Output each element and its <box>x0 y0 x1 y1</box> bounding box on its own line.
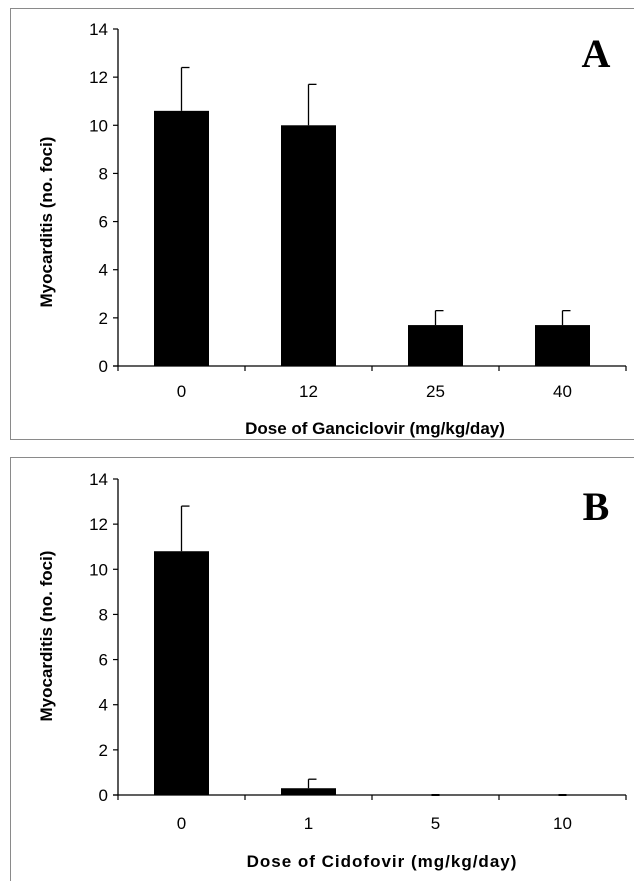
y-tick-label: 14 <box>89 20 108 39</box>
x-tick-label: 0 <box>177 382 186 401</box>
x-tick-label: 10 <box>553 814 572 833</box>
y-tick-label: 4 <box>99 696 108 715</box>
chart-panel-a: A Myocarditis (no. foci) Dose of Gancicl… <box>0 0 634 440</box>
panel-border-left <box>10 457 11 881</box>
bar <box>281 788 336 795</box>
y-tick-label: 2 <box>99 309 108 328</box>
x-axis-title: Dose of Cidofovir (mg/kg/day) <box>247 852 518 871</box>
error-bar <box>180 505 190 552</box>
y-tick-label: 10 <box>89 560 108 579</box>
y-tick-label: 14 <box>89 470 108 489</box>
y-tick-label: 0 <box>99 786 108 805</box>
y-tick-label: 10 <box>89 116 108 135</box>
y-axis-title: Myocarditis (no. foci) <box>37 551 56 722</box>
plot-area: 0 2 4 6 8 10 12 14 0 12 25 40 <box>89 20 627 401</box>
y-tick-label: 6 <box>99 213 108 232</box>
bar-chart-a: A Myocarditis (no. foci) Dose of Gancicl… <box>37 20 627 438</box>
x-tick-label: 12 <box>299 382 318 401</box>
panel-label-a: A <box>582 31 611 76</box>
y-tick-label: 0 <box>99 357 108 376</box>
bar <box>535 325 590 366</box>
chart-panel-b: B Myocarditis (no. foci) Dose of Cidofov… <box>0 450 634 881</box>
plot-area: 0 2 4 6 8 10 12 14 0 1 5 10 <box>89 470 627 833</box>
y-tick-label: 8 <box>99 164 108 183</box>
y-tick-label: 12 <box>89 515 108 534</box>
y-tick-label: 12 <box>89 68 108 87</box>
error-bar <box>561 309 571 326</box>
error-bar <box>307 83 317 126</box>
panel-border-left <box>10 8 11 440</box>
x-tick-label: 5 <box>431 814 440 833</box>
y-tick-label: 4 <box>99 261 108 280</box>
error-bar <box>434 309 444 326</box>
error-bar <box>180 66 190 111</box>
y-axis-title: Myocarditis (no. foci) <box>37 137 56 308</box>
bar <box>154 551 209 795</box>
y-tick-label: 6 <box>99 651 108 670</box>
bar <box>154 110 209 366</box>
bar-chart-b: B Myocarditis (no. foci) Dose of Cidofov… <box>37 470 627 871</box>
panel-border-top <box>10 457 634 458</box>
bar <box>408 325 463 366</box>
x-tick-label: 40 <box>553 382 572 401</box>
x-tick-label: 0 <box>177 814 186 833</box>
x-tick-label: 1 <box>304 814 313 833</box>
x-tick-label: 25 <box>426 382 445 401</box>
bar <box>281 125 336 367</box>
error-bar <box>307 778 317 789</box>
panel-border-top <box>10 8 634 9</box>
panel-label-b: B <box>583 484 610 529</box>
x-axis-title: Dose of Ganciclovir (mg/kg/day) <box>245 419 505 438</box>
y-tick-label: 2 <box>99 741 108 760</box>
y-tick-label: 8 <box>99 605 108 624</box>
panel-border-bottom <box>10 439 634 440</box>
